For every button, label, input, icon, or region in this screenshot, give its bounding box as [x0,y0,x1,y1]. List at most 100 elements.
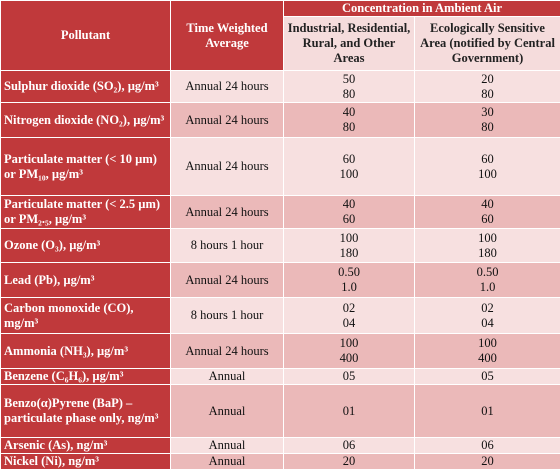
ecological-cell: 0.50 1.0 [413,262,560,298]
value-line: 60 [342,212,356,226]
table-row: Ammonia (NH₃), µg/m³ Annual 24 hours 100 40… [0,333,560,369]
value-line: 100 [478,336,497,350]
pollutant-cell: Carbon monoxide (CO), mg/m³ [0,297,171,334]
industrial-cell: 06 [283,437,415,454]
table-row: Benzene (C₆H₆), µg/m³ Annual 05 05 [0,368,560,385]
value-line: 30 [481,105,494,119]
value-line: 04 [481,315,494,330]
ecological-cell: 20 80 [413,70,560,103]
value-line: 100 [339,336,359,350]
pollutant-cell: Nickel (Ni), ng/m³ [0,453,171,469]
industrial-cell: 05 [283,368,415,385]
value-line: 20 [481,454,494,469]
value-line: 02 [481,300,494,315]
industrial-cell: 100 400 [283,333,415,369]
industrial-cell: 50 80 [283,70,415,103]
value-line: 100 [339,230,359,245]
value-line: 100 [339,166,359,181]
value-line: 40 [342,105,356,119]
industrial-cell: 01 [283,384,415,438]
value-line: 1.0 [479,280,496,294]
table-row: Particulate matter (< 2.5 µm) or PM₂.₅, … [0,195,560,229]
value-line: 180 [478,245,497,260]
industrial-cell: 100 180 [283,228,415,263]
time-cell: Annual 24 hours [170,102,284,138]
pollutant-cell: Particulate matter (< 10 µm) or PM₁₀, µg… [0,137,171,196]
table-row: Nickel (Ni), ng/m³ Annual 20 20 [0,453,560,469]
value-line: 80 [342,120,356,134]
pollutant-cell: Benzo(α)Pyrene (BaP) – particulate phase… [0,384,171,438]
value-line: 60 [481,212,494,226]
table-row: Sulphur dioxide (SO₂), µg/m³ Annual 24 ho… [0,70,560,103]
industrial-cell: 20 [283,453,415,469]
value-line: 20 [481,71,494,86]
value-line: 1.0 [341,280,357,294]
time-cell: Annual [170,384,284,438]
pollutant-cell: Arsenic (As), ng/m³ [0,437,171,454]
value-line: 04 [342,315,356,330]
header-time: Time Weighted Average [170,0,284,71]
table-row: Nitrogen dioxide (NO₂), µg/m³ Annual 24 h… [0,102,560,138]
table-row: Carbon monoxide (CO), mg/m³ 8 hours 1 hou… [0,297,560,334]
time-cell: Annual [170,453,284,469]
value-line: 60 [342,151,356,166]
industrial-cell: 40 80 [283,102,415,138]
value-line: 0.50 [476,265,499,279]
table-row: Benzo(α)Pyrene (BaP) – particulate phase… [0,384,560,438]
pollutant-cell: Particulate matter (< 2.5 µm) or PM₂.₅, … [0,195,171,229]
value-line: 06 [481,438,494,453]
table-row: Lead (Pb), µg/m³ Annual 24 hours 0.50 1.0 0.… [0,262,560,298]
table-row: Ozone (O₃), µg/m³ 8 hours 1 hour 100 180 100… [0,228,560,263]
value-line: 02 [342,300,356,315]
time-cell: Annual 24 hours [170,70,284,103]
ecological-cell: 02 04 [413,297,560,334]
value-line: 400 [478,351,497,365]
value-line: 60 [481,151,494,166]
value-line: 0.50 [338,265,360,279]
pollutant-cell: Nitrogen dioxide (NO₂), µg/m³ [0,102,171,138]
value-line: 01 [481,403,494,418]
industrial-cell: 60 100 [283,137,415,196]
ecological-cell: 100 180 [413,228,560,263]
table-row: Particulate matter (< 10 µm) or PM₁₀, µg… [0,137,560,196]
header-group: Concentration in Ambient Air [282,0,560,17]
table-row: Arsenic (As), ng/m³ Annual 06 06 [0,437,560,454]
time-cell: 8 hours 1 hour [170,228,284,263]
time-cell: Annual [170,368,284,385]
ecological-cell: 06 [413,437,560,454]
pollutant-cell: Sulphur dioxide (SO₂), µg/m³ [0,70,171,103]
time-cell: Annual 24 hours [170,137,284,196]
pollutant-cell: Ozone (O₃), µg/m³ [0,228,171,263]
ecological-cell: 100 400 [413,333,560,369]
value-line: 180 [339,245,359,260]
ecological-cell: 60 100 [413,137,560,196]
value-line: 400 [339,351,359,365]
value-line: 05 [481,369,494,384]
value-line: 40 [481,197,494,211]
value-line: 01 [342,403,356,418]
pollutant-cell: Lead (Pb), µg/m³ [0,262,171,298]
value-line: 06 [342,438,356,453]
ecological-cell: 30 80 [413,102,560,138]
ecological-cell: 40 60 [413,195,560,229]
value-line: 40 [342,197,356,211]
value-line: 100 [478,166,497,181]
pollutant-cell: Benzene (C₆H₆), µg/m³ [0,368,171,385]
value-line: 80 [481,120,494,134]
header-pollutant: Pollutant [0,0,171,71]
header-ecological: Ecologically Sensitive Area (notified by… [413,16,560,71]
time-cell: Annual [170,437,284,454]
ecological-cell: 05 [413,368,560,385]
time-cell: Annual 24 hours [170,333,284,369]
time-cell: Annual 24 hours [170,262,284,298]
value-line: 80 [481,86,494,101]
time-cell: 8 hours 1 hour [170,297,284,334]
table-body: Sulphur dioxide (SO₂), µg/m³ Annual 24 ho… [0,70,560,469]
header-industrial: Industrial, Residential, Rural, and Othe… [283,16,415,71]
value-line: 80 [342,86,356,101]
value-line: 100 [478,230,497,245]
pollutant-cell: Ammonia (NH₃), µg/m³ [0,333,171,369]
value-line: 05 [342,369,356,384]
